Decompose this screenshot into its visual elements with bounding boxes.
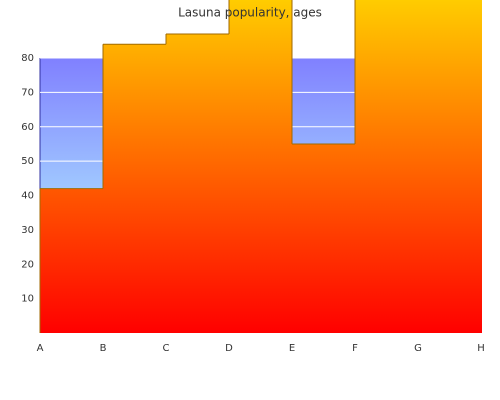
x-tick-label: F: [352, 343, 358, 354]
step: [166, 33, 229, 333]
y-tick-label: 40: [21, 191, 34, 202]
labels: 10 20 30 40 50 60 70 80 A B C D E F G H: [21, 53, 485, 354]
x-tick-label: C: [163, 343, 170, 354]
x-tick-label: B: [100, 343, 107, 354]
step: [40, 188, 103, 333]
x-tick-label: A: [37, 343, 44, 354]
step: [418, 0, 481, 333]
step: [103, 44, 166, 333]
x-tick-label: D: [225, 343, 233, 354]
step: [481, 0, 482, 333]
y-tick-label: 70: [21, 87, 34, 98]
y-tick-label: 20: [21, 259, 34, 270]
y-tick-label: 60: [21, 122, 34, 133]
front-area: [39, 0, 482, 333]
y-tick-label: 80: [21, 53, 34, 64]
y-tick-label: 30: [21, 225, 34, 236]
step: [229, 0, 292, 333]
step: [292, 143, 355, 333]
step: [355, 0, 418, 333]
x-tick-label: G: [414, 343, 422, 354]
chart-title: Lasuna popularity, ages: [178, 6, 322, 20]
x-tick-label: H: [477, 343, 485, 354]
y-tick-label: 10: [21, 294, 34, 305]
y-tick-label: 50: [21, 156, 34, 167]
x-tick-label: E: [289, 343, 295, 354]
